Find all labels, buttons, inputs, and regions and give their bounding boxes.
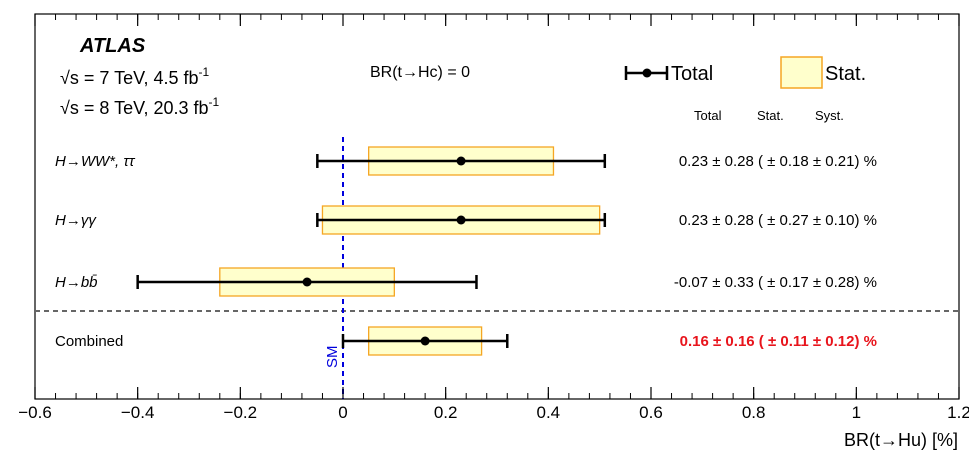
tick-label: −0.2 [224, 403, 258, 422]
row-2: H→bb̄ -0.07 ± 0.33 ( ± 0.17 ± 0.28) % [55, 267, 877, 297]
tick-label: 1 [852, 403, 861, 422]
result-text: -0.07 ± 0.33 ( ± 0.17 ± 0.28) % [674, 274, 877, 291]
tick-label: 0 [338, 403, 347, 422]
tick-label: 0.2 [434, 403, 458, 422]
x-axis-label: BR(t→Hu) [%] [844, 430, 958, 450]
channel-label: H→bb̄ [55, 274, 98, 291]
tick-label: −0.4 [121, 403, 155, 422]
central-value-point [456, 156, 466, 166]
result-text: 0.16 ± 0.16 ( ± 0.11 ± 0.12) % [680, 333, 877, 350]
tick-label: 0.4 [537, 403, 561, 422]
channel-label: Combined [55, 333, 123, 350]
column-header-stat: Stat. [757, 108, 784, 123]
result-text: 0.23 ± 0.28 ( ± 0.18 ± 0.21) % [679, 153, 877, 170]
legend: Total Stat. [624, 56, 866, 89]
atlas-label: ATLAS [79, 35, 146, 57]
column-header-total: Total [694, 108, 722, 123]
row-0: H→WW*, ττ 0.23 ± 0.28 ( ± 0.18 ± 0.21) % [55, 146, 877, 176]
channel-label: H→γγ [55, 212, 97, 229]
energy-line-2: √s = 8 TeV, 20.3 fb-1 [60, 95, 220, 118]
central-value-point [420, 336, 430, 346]
row-3: Combined 0.16 ± 0.16 ( ± 0.11 ± 0.12) % [55, 326, 877, 356]
legend-total-marker [642, 68, 652, 78]
legend-total-label: Total [671, 63, 713, 85]
energy-line-1: √s = 7 TeV, 4.5 fb-1 [60, 65, 209, 88]
tick-label: 1.2 [947, 403, 969, 422]
column-header-syst: Syst. [815, 108, 844, 123]
legend-stat-box [780, 56, 823, 89]
tick-label: 0.6 [639, 403, 663, 422]
legend-stat-label: Stat. [825, 63, 866, 85]
x-axis: −0.6 −0.4 −0.2 0 0.2 0.4 0.6 0.8 1 1.2 [18, 14, 969, 422]
measurement-rows: H→WW*, ττ 0.23 ± 0.28 ( ± 0.18 ± 0.21) %H… [55, 146, 877, 356]
sm-label: SM [324, 346, 341, 369]
row-1: H→γγ 0.23 ± 0.28 ( ± 0.27 ± 0.10) % [55, 205, 877, 235]
condition-label: BR(t→Hc) = 0 [370, 64, 470, 81]
tick-label: 0.8 [742, 403, 766, 422]
central-value-point [456, 215, 466, 225]
central-value-point [302, 277, 312, 287]
plot-frame [34, 13, 960, 400]
tick-label: −0.6 [18, 403, 52, 422]
channel-label: H→WW*, ττ [55, 153, 136, 170]
result-text: 0.23 ± 0.28 ( ± 0.27 ± 0.10) % [679, 212, 877, 229]
